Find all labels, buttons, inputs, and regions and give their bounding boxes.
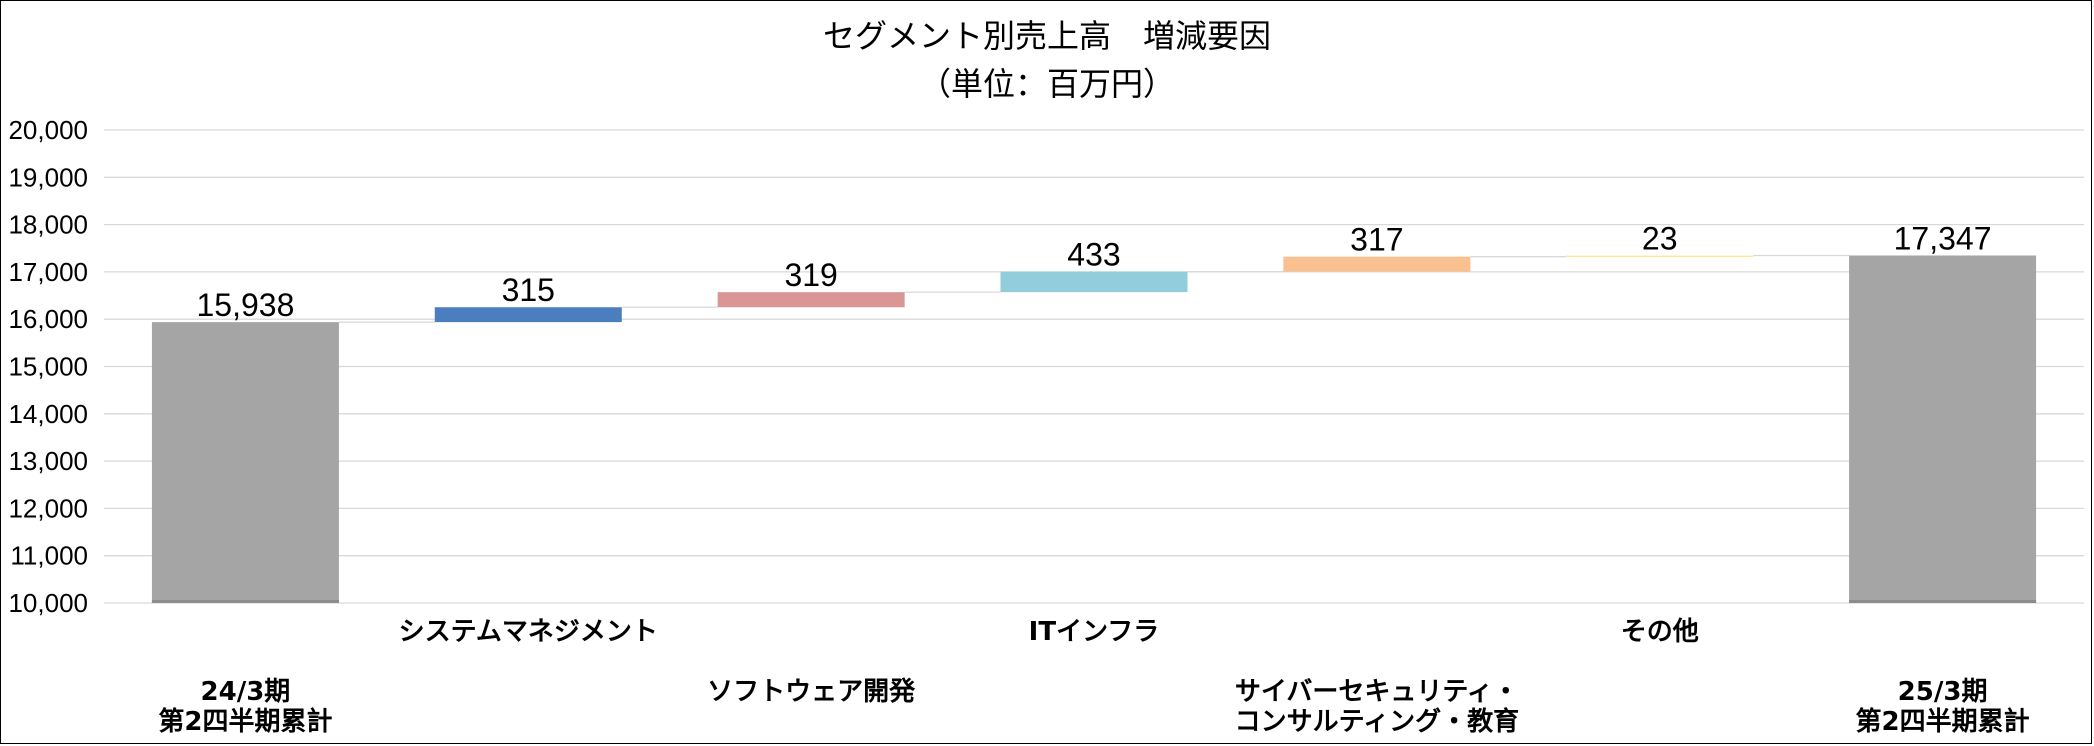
data-labels: 15,938 315 319 433 317 23 17,347	[196, 220, 1991, 323]
bar-base-0	[151, 600, 339, 603]
bar-4	[1283, 256, 1471, 272]
y-tick-label: 15,000	[8, 352, 88, 382]
x-category-label-6: 25/3期	[1898, 677, 1988, 707]
chart-subtitle: （単位：百万円）	[919, 65, 1175, 103]
y-tick-label: 13,000	[8, 446, 88, 476]
data-label-4: 317	[1350, 222, 1403, 258]
y-tick-label: 12,000	[8, 493, 88, 523]
x-category-label-5: その他	[1621, 617, 1699, 647]
data-label-3: 433	[1067, 237, 1120, 273]
x-axis-category-labels: 24/3期第2四半期累計システムマネジメントソフトウェア開発ITインフラサイバー…	[158, 617, 2029, 737]
bars	[151, 255, 2037, 604]
y-tick-label: 20,000	[8, 115, 88, 145]
y-tick-label: 10,000	[8, 588, 88, 618]
bar-base-6	[1849, 600, 2037, 603]
x-category-label-4: コンサルティング・教育	[1235, 706, 1519, 737]
x-category-label-2: ソフトウェア開発	[707, 677, 916, 707]
y-tick-label: 16,000	[8, 304, 88, 334]
y-tick-label: 14,000	[8, 399, 88, 429]
y-tick-label: 11,000	[10, 541, 88, 571]
data-label-6: 17,347	[1894, 220, 1992, 256]
x-category-label-0: 24/3期	[201, 677, 291, 707]
y-tick-label: 18,000	[8, 210, 88, 240]
bar-5	[1566, 255, 1754, 258]
bar-1	[434, 307, 622, 323]
bar-0	[151, 322, 339, 603]
y-tick-label: 17,000	[8, 257, 88, 287]
x-category-label-4: サイバーセキュリティ・	[1235, 677, 1519, 707]
data-label-2: 319	[784, 257, 837, 293]
y-axis-tick-labels: 10,000 11,000 12,000 13,000 14,000 15,000 16,0…	[8, 115, 88, 618]
bar-6	[1849, 255, 2037, 604]
data-label-5: 23	[1642, 221, 1678, 257]
bar-connectors	[338, 254, 1850, 323]
bar-2	[717, 292, 905, 308]
x-category-label-3: ITインフラ	[1029, 617, 1160, 647]
gridlines	[104, 129, 2084, 604]
y-tick-label: 19,000	[8, 162, 88, 192]
chart-titles: セグメント別売上高 増減要因 （単位：百万円）	[823, 17, 1271, 103]
x-category-label-0: 第2四半期累計	[158, 706, 332, 737]
bar-3	[1000, 271, 1188, 293]
x-category-label-6: 第2四半期累計	[1856, 706, 2030, 737]
chart-title: セグメント別売上高 増減要因	[823, 17, 1271, 55]
x-category-label-1: システムマネジメント	[399, 617, 658, 647]
data-label-0: 15,938	[196, 287, 294, 323]
data-label-1: 315	[502, 272, 555, 308]
